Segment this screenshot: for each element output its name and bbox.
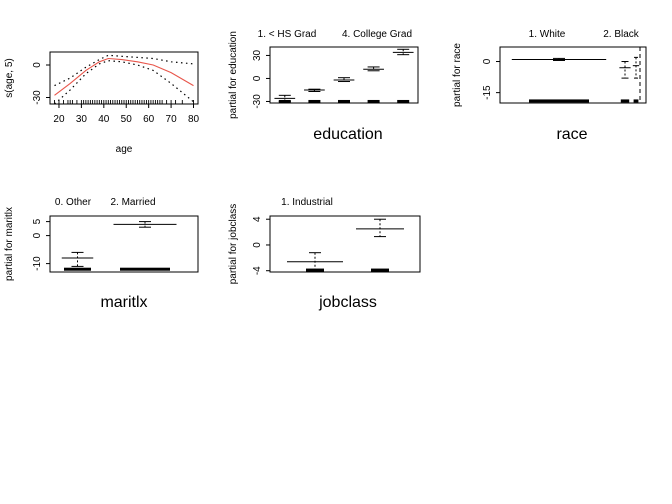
education-top-label-1: 1. < HS Grad — [258, 29, 317, 40]
edu-rug-band — [397, 99, 410, 103]
mar-rug-band — [64, 267, 91, 271]
jobclass-panel: -4 0 4 1. Industrial jobclass partial for … — [228, 197, 421, 311]
edu-y-tick-label: -30 — [252, 94, 263, 109]
race-panel: -15 0 1. White 2. Black race partial for … — [452, 29, 647, 143]
jobclass-top-label-1: 1. Industrial — [281, 197, 333, 208]
age-y-tick-label: 0 — [32, 62, 43, 68]
race-plot-frame — [499, 46, 647, 104]
mar-rug-band — [120, 267, 170, 271]
race-rug-band — [620, 99, 630, 103]
age-x-tick-label: 30 — [76, 114, 88, 125]
age-x-tick-label: 40 — [98, 114, 110, 125]
mar-y-tick-label: -10 — [32, 256, 43, 271]
age-x-tick-label: 20 — [53, 114, 65, 125]
maritl-top-label-1: 0. Other — [55, 197, 92, 208]
edu-rug-band — [338, 99, 350, 103]
edu-y-tick-label: 0 — [252, 75, 263, 81]
jobclass-x-axis-label: jobclass — [318, 294, 377, 311]
age-x-axis-label: age — [116, 144, 133, 155]
race-top-label-1: 1. White — [529, 29, 566, 40]
race-x-axis-label: race — [556, 126, 587, 143]
edu-y-tick-label: 30 — [252, 49, 263, 61]
jobclass-y-axis-label: partial for jobclass — [228, 204, 239, 285]
race-rug-band — [633, 99, 639, 103]
education-x-axis-label: education — [313, 126, 382, 143]
race-top-label-2: 2. Black — [603, 29, 640, 40]
race-rug-band — [529, 99, 589, 103]
jobclass-plot-frame — [269, 215, 421, 273]
age-x-tick-label: 50 — [121, 114, 133, 125]
age-fit-line — [54, 57, 194, 96]
job-rug-band — [306, 268, 324, 272]
maritl-panel: -10 0 5 0. Other 2. Married maritlx partia… — [4, 197, 199, 311]
edu-rug-band — [308, 99, 321, 103]
age-x-tick-label: 60 — [143, 114, 155, 125]
mar-y-tick-label: 0 — [32, 232, 43, 238]
education-plot-frame — [269, 46, 419, 104]
age-panel: 20 30 40 50 60 70 80 -30 0 age s(age, 5) — [4, 51, 200, 155]
race-y-tick-label: 0 — [482, 58, 493, 64]
job-y-tick-label: 4 — [252, 216, 263, 222]
age-y-axis-label: s(age, 5) — [4, 58, 15, 97]
maritl-top-label-2: 2. Married — [110, 197, 155, 208]
education-top-label-2: 4. College Grad — [342, 29, 412, 40]
race-y-axis-label: partial for race — [452, 43, 463, 107]
mar-y-tick-label: 5 — [32, 218, 43, 224]
education-panel: -30 0 30 1. < HS Grad 4. College Grad educ… — [228, 29, 419, 143]
job-y-tick-label: -4 — [252, 266, 263, 275]
edu-rug-band — [367, 99, 380, 103]
maritl-y-axis-label: partial for maritlx — [4, 207, 15, 281]
age-band-upper — [54, 54, 194, 87]
maritl-plot-frame — [49, 215, 199, 273]
race-y-tick-label: -15 — [482, 85, 493, 100]
maritl-x-axis-label: maritlx — [100, 294, 147, 311]
age-band-lower — [54, 60, 194, 105]
age-x-tick-label: 70 — [166, 114, 178, 125]
age-y-tick-label: -30 — [32, 90, 43, 105]
job-y-tick-label: 0 — [252, 242, 263, 248]
education-y-axis-label: partial for education — [228, 31, 239, 119]
edu-rug-band — [278, 99, 291, 103]
job-rug-band — [371, 268, 389, 272]
age-x-tick-label: 80 — [188, 114, 200, 125]
